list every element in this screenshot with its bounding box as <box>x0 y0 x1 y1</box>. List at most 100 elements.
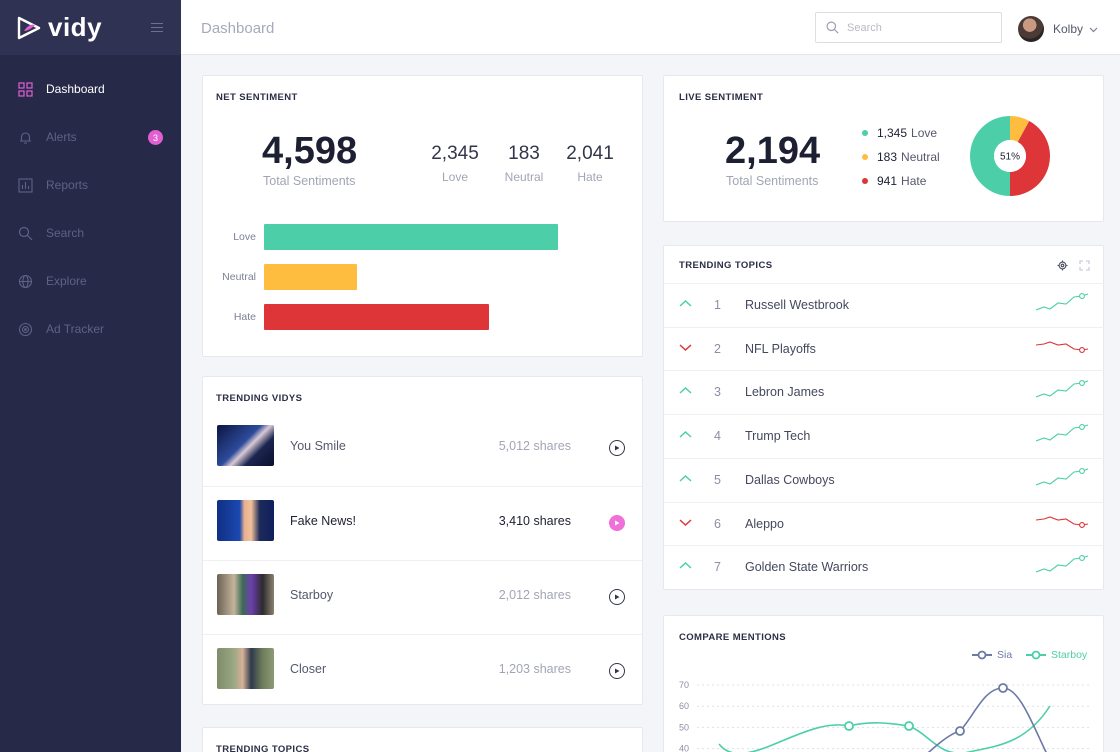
topic-row[interactable]: 6 Aleppo <box>664 501 1104 546</box>
starboy-point <box>904 721 914 731</box>
search-icon <box>826 21 839 34</box>
trend-up-arrow-icon <box>679 387 692 394</box>
topic-row[interactable]: 2 NFL Playoffs <box>664 326 1104 371</box>
globe-icon <box>18 274 33 289</box>
card-title: TRENDING TOPICS <box>216 744 310 752</box>
topic-row[interactable]: 5 Dallas Cowboys <box>664 457 1104 502</box>
legend-value: 1,345 <box>877 126 908 140</box>
brand[interactable]: vidy <box>0 0 181 55</box>
topic-name: Dallas Cowboys <box>745 472 835 487</box>
play-icon <box>615 520 620 526</box>
legend-value: 941 <box>877 174 898 188</box>
vidy-row[interactable]: Starboy 2,012 shares <box>203 560 642 634</box>
net-total-label: Total Sentiments <box>263 174 356 188</box>
trending-topics-card: TRENDING TOPICS 1 Russell Westbrook 2 NFL P… <box>663 245 1104 590</box>
trend-sparkline <box>1036 341 1089 353</box>
vidy-shares: 5,012 shares <box>498 439 571 453</box>
legend-value: 183 <box>877 150 898 164</box>
topic-row[interactable]: 3 Lebron James <box>664 370 1104 414</box>
trend-up-arrow-icon <box>679 474 692 482</box>
vidy-title: You Smile <box>290 439 346 453</box>
legend-love: 1,345 Love <box>862 126 937 140</box>
hate-bar <box>264 304 489 330</box>
sidebar-item-label: Dashboard <box>46 82 105 96</box>
vidy-thumbnail <box>217 574 274 615</box>
love-label: Love <box>441 170 469 184</box>
legend-neutral: 183 Neutral <box>862 150 940 164</box>
legend-label: Starboy <box>1051 649 1088 661</box>
topic-row[interactable]: 4 Trump Tech <box>664 414 1104 458</box>
topic-row[interactable]: 7 Golden State Warriors <box>664 545 1104 589</box>
sia-point <box>955 726 965 736</box>
topic-rank: 3 <box>714 385 721 400</box>
legend-marker <box>972 650 992 660</box>
topic-rank: 2 <box>714 341 721 356</box>
sidebar-item-label: Reports <box>46 178 89 192</box>
donut-neutral-segment <box>1010 116 1030 142</box>
vidy-title: Fake News! <box>290 514 356 528</box>
avatar[interactable] <box>1018 16 1044 42</box>
top-header: Dashboard Kolby <box>181 0 1120 55</box>
topic-rank: 5 <box>714 472 721 487</box>
donut-love-segment <box>970 116 1010 196</box>
compare-mentions-card: COMPARE MENTIONS Sia Starboy 70 60 50 40 <box>663 615 1104 752</box>
legend-sia: Sia <box>972 649 1012 661</box>
donut-center-label: 51% <box>1000 152 1020 163</box>
expand-icon[interactable] <box>1079 260 1090 271</box>
sidebar-item-reports[interactable]: Reports <box>0 161 181 209</box>
sidebar-item-alerts[interactable]: Alerts 3 <box>0 113 181 161</box>
vidy-row[interactable]: Closer 1,203 shares <box>203 634 642 708</box>
vidy-shares: 3,410 shares <box>498 514 571 528</box>
menu-toggle-icon[interactable] <box>151 23 163 35</box>
play-button[interactable] <box>609 440 625 456</box>
legend-label: Love <box>911 126 938 140</box>
grid-icon <box>18 81 33 97</box>
sidebar-item-explore[interactable]: Explore <box>0 257 181 305</box>
vidy-row[interactable]: Fake News! 3,410 shares <box>203 486 642 560</box>
bar-chart-icon <box>18 177 33 193</box>
hate-label: Hate <box>577 170 603 184</box>
y-tick-label: 40 <box>679 744 689 752</box>
trend-sparkline <box>1036 380 1089 398</box>
target-icon <box>18 322 33 337</box>
trend-sparkline <box>1036 293 1089 311</box>
trend-up-arrow-icon <box>679 562 692 569</box>
vidy-thumbnail <box>217 500 274 541</box>
trend-sparkline <box>1036 515 1089 528</box>
legend-dot <box>862 178 868 184</box>
vidy-title: Closer <box>290 662 327 676</box>
topic-row[interactable]: 1 Russell Westbrook <box>664 283 1104 327</box>
y-tick-label: 50 <box>679 722 689 732</box>
topic-rank: 1 <box>714 298 721 312</box>
live-sentiment-card: LIVE SENTIMENT 2,194 Total Sentiments 1,… <box>663 75 1104 222</box>
settings-gear-icon[interactable] <box>1057 260 1068 271</box>
chevron-down-icon[interactable] <box>1089 27 1098 33</box>
series-line-starboy <box>718 705 1051 752</box>
play-button[interactable] <box>609 515 625 531</box>
y-tick-label: 70 <box>679 680 689 690</box>
love-count: 2,345 <box>431 143 479 164</box>
love-bar <box>264 224 558 250</box>
legend-hate: 941 Hate <box>862 174 926 188</box>
card-title: COMPARE MENTIONS <box>679 632 787 643</box>
sidebar-item-ad-tracker[interactable]: Ad Tracker <box>0 305 181 353</box>
sidebar-item-dashboard[interactable]: Dashboard <box>0 65 181 113</box>
vidy-row[interactable]: You Smile 5,012 shares <box>203 412 642 486</box>
series-line-sia <box>927 687 1047 752</box>
vidy-title: Starboy <box>290 588 334 602</box>
bar-label-hate: Hate <box>233 311 256 323</box>
play-button[interactable] <box>609 663 625 679</box>
header-search[interactable] <box>815 12 1002 43</box>
sidebar-item-search[interactable]: Search <box>0 209 181 257</box>
net-total-value: 4,598 <box>262 130 358 172</box>
search-input[interactable] <box>847 21 987 34</box>
vidy-logo-icon <box>17 16 41 39</box>
topic-name: Russell Westbrook <box>745 298 849 312</box>
legend-dot <box>862 154 868 160</box>
trend-sparkline <box>1036 555 1089 573</box>
legend-label: Sia <box>997 649 1013 661</box>
play-button[interactable] <box>609 589 625 605</box>
vidy-thumbnail <box>217 425 274 466</box>
user-name[interactable]: Kolby <box>1053 22 1084 36</box>
topic-rank: 7 <box>714 560 721 575</box>
